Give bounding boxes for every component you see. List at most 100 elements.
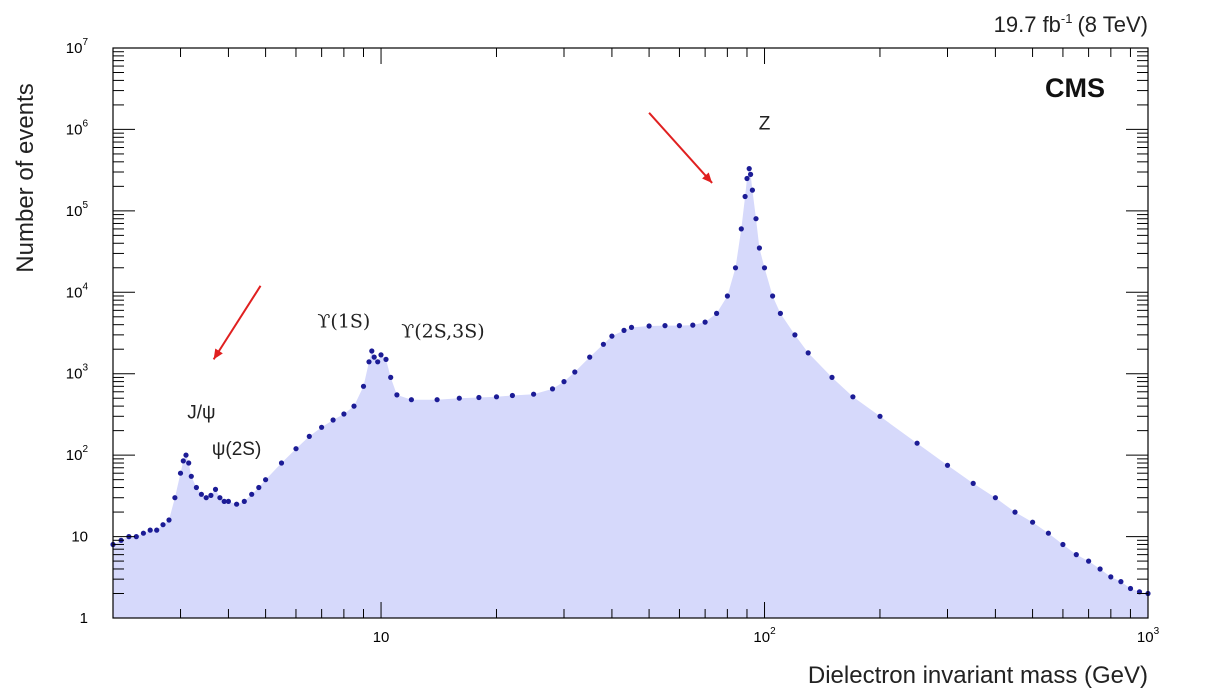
histogram-fill-area: [113, 168, 1148, 618]
data-point: [221, 498, 227, 504]
data-point: [249, 491, 255, 497]
data-point: [742, 193, 748, 200]
data-point: [1060, 541, 1066, 548]
data-point: [609, 333, 615, 339]
data-point: [549, 386, 556, 392]
data-point: [330, 417, 336, 423]
data-point: [829, 374, 835, 380]
data-point: [394, 392, 400, 398]
annotation-arrows: [212, 112, 713, 360]
data-point: [744, 175, 750, 182]
y-axis: 1 10 102 103 104 105 106 107: [66, 37, 1148, 627]
data-point: [166, 517, 172, 523]
data-point: [177, 470, 184, 476]
data-point: [676, 323, 683, 329]
y-tick-label: 102: [66, 444, 89, 464]
data-point: [753, 216, 759, 222]
data-point: [992, 495, 999, 501]
data-point: [319, 424, 325, 430]
data-point: [600, 341, 607, 347]
data-point: [748, 171, 754, 177]
data-point: [293, 446, 299, 452]
arrow-head: [702, 172, 713, 183]
data-point: [738, 226, 744, 232]
data-point: [746, 166, 752, 172]
resonance-labels: J/ψ ψ(2S) ϒ(1S) ϒ(2S,3S) Z: [187, 113, 771, 460]
y-tick-label: 105: [66, 200, 89, 220]
plot-frame: [112, 47, 1149, 619]
data-points: [110, 166, 1151, 597]
data-point: [183, 452, 189, 458]
data-point: [1012, 509, 1018, 515]
data-point: [724, 293, 731, 299]
data-point: [732, 265, 739, 271]
data-point: [375, 359, 381, 365]
resonance-label: ψ(2S): [212, 439, 261, 460]
data-point: [531, 391, 537, 397]
y-tick-label: 107: [66, 37, 89, 57]
data-point: [208, 492, 214, 498]
y-tick-label: 10: [71, 529, 88, 546]
data-point: [714, 310, 720, 316]
data-point: [172, 495, 178, 501]
resonance-label: Z: [759, 113, 771, 134]
data-point: [1097, 566, 1103, 572]
data-point: [341, 411, 347, 417]
data-point: [587, 354, 593, 360]
y-tick-label: 106: [66, 118, 89, 138]
data-point: [850, 394, 856, 400]
data-point: [306, 433, 312, 439]
x-tick-label: 10: [373, 629, 390, 646]
data-point: [646, 323, 652, 329]
arrow-shaft: [648, 112, 713, 184]
data-point: [761, 265, 768, 271]
x-axis: 10 102 103: [112, 48, 1160, 646]
data-point: [914, 440, 920, 446]
data-point: [877, 413, 883, 419]
data-point: [756, 245, 763, 251]
arrow-head: [213, 348, 223, 360]
data-point: [147, 527, 153, 533]
data-point: [133, 534, 139, 540]
data-point: [160, 522, 166, 528]
data-point: [509, 392, 515, 399]
data-point: [777, 310, 784, 316]
resonance-label: ϒ(2S,3S): [401, 320, 484, 342]
data-point: [408, 397, 414, 403]
y-tick-label: 1: [80, 610, 88, 627]
data-point: [383, 356, 389, 362]
data-point: [690, 322, 696, 328]
data-point: [1127, 585, 1134, 592]
data-point: [278, 460, 285, 466]
data-point: [180, 458, 186, 464]
data-point: [186, 460, 192, 466]
arrow-shaft: [212, 285, 262, 360]
data-point: [1086, 558, 1092, 564]
data-point: [234, 501, 240, 507]
data-point: [434, 397, 440, 403]
experiment-label: CMS: [1045, 73, 1105, 103]
data-point: [225, 498, 231, 504]
y-tick-label: 103: [66, 363, 89, 383]
data-point: [241, 498, 247, 504]
data-point: [369, 348, 375, 354]
data-point: [388, 374, 394, 380]
y-tick-label: 104: [66, 281, 89, 301]
data-point: [1030, 519, 1036, 525]
data-point: [212, 486, 219, 492]
data-point: [351, 403, 357, 409]
data-point: [702, 319, 708, 325]
data-point: [366, 359, 372, 365]
data-point: [371, 354, 377, 360]
data-point: [1118, 579, 1124, 585]
y-axis-title: Number of events: [12, 83, 39, 272]
data-point: [970, 480, 976, 486]
data-point: [203, 495, 209, 501]
data-point: [256, 484, 262, 491]
data-point: [805, 350, 811, 356]
data-point: [1108, 574, 1114, 580]
lumi-label: 19.7 fb-1 (8 TeV): [994, 11, 1148, 37]
x-tick-label: 102: [753, 626, 776, 646]
data-point: [621, 327, 627, 333]
